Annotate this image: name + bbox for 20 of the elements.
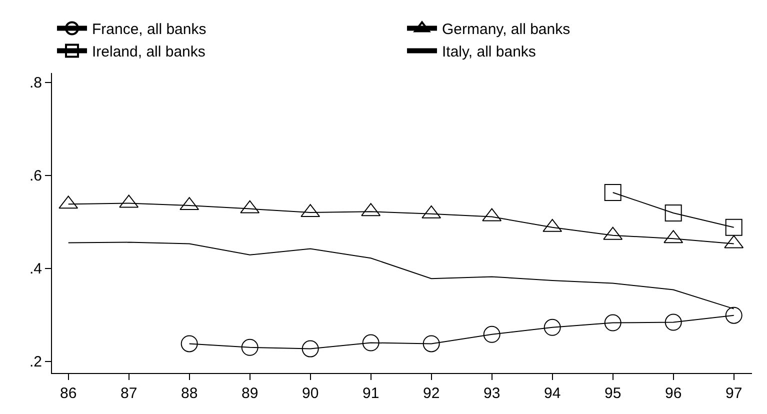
y-tick-label: .4 [29, 260, 42, 278]
x-tick-label: 90 [302, 385, 319, 402]
x-tick-label: 89 [241, 385, 258, 402]
x-tick-label: 96 [665, 385, 682, 402]
y-tick-label: .8 [29, 74, 42, 92]
legend-label: Italy, all banks [442, 44, 536, 61]
x-tick-label: 88 [180, 385, 198, 402]
x-tick-label: 93 [483, 385, 500, 402]
x-tick-label: 95 [604, 385, 622, 402]
y-tick-label: .2 [29, 354, 42, 371]
x-tick-label: 97 [726, 385, 742, 402]
legend-label: Germany, all banks [442, 21, 570, 38]
x-tick-label: 91 [362, 385, 380, 402]
legend-label: France, all banks [92, 21, 206, 38]
x-tick-label: 94 [544, 385, 561, 402]
x-tick-label: 87 [120, 385, 138, 402]
x-tick-label: 92 [422, 385, 440, 402]
y-tick-label: .6 [29, 168, 42, 185]
x-tick-label: 86 [60, 385, 77, 402]
legend-label: Ireland, all banks [92, 44, 206, 61]
